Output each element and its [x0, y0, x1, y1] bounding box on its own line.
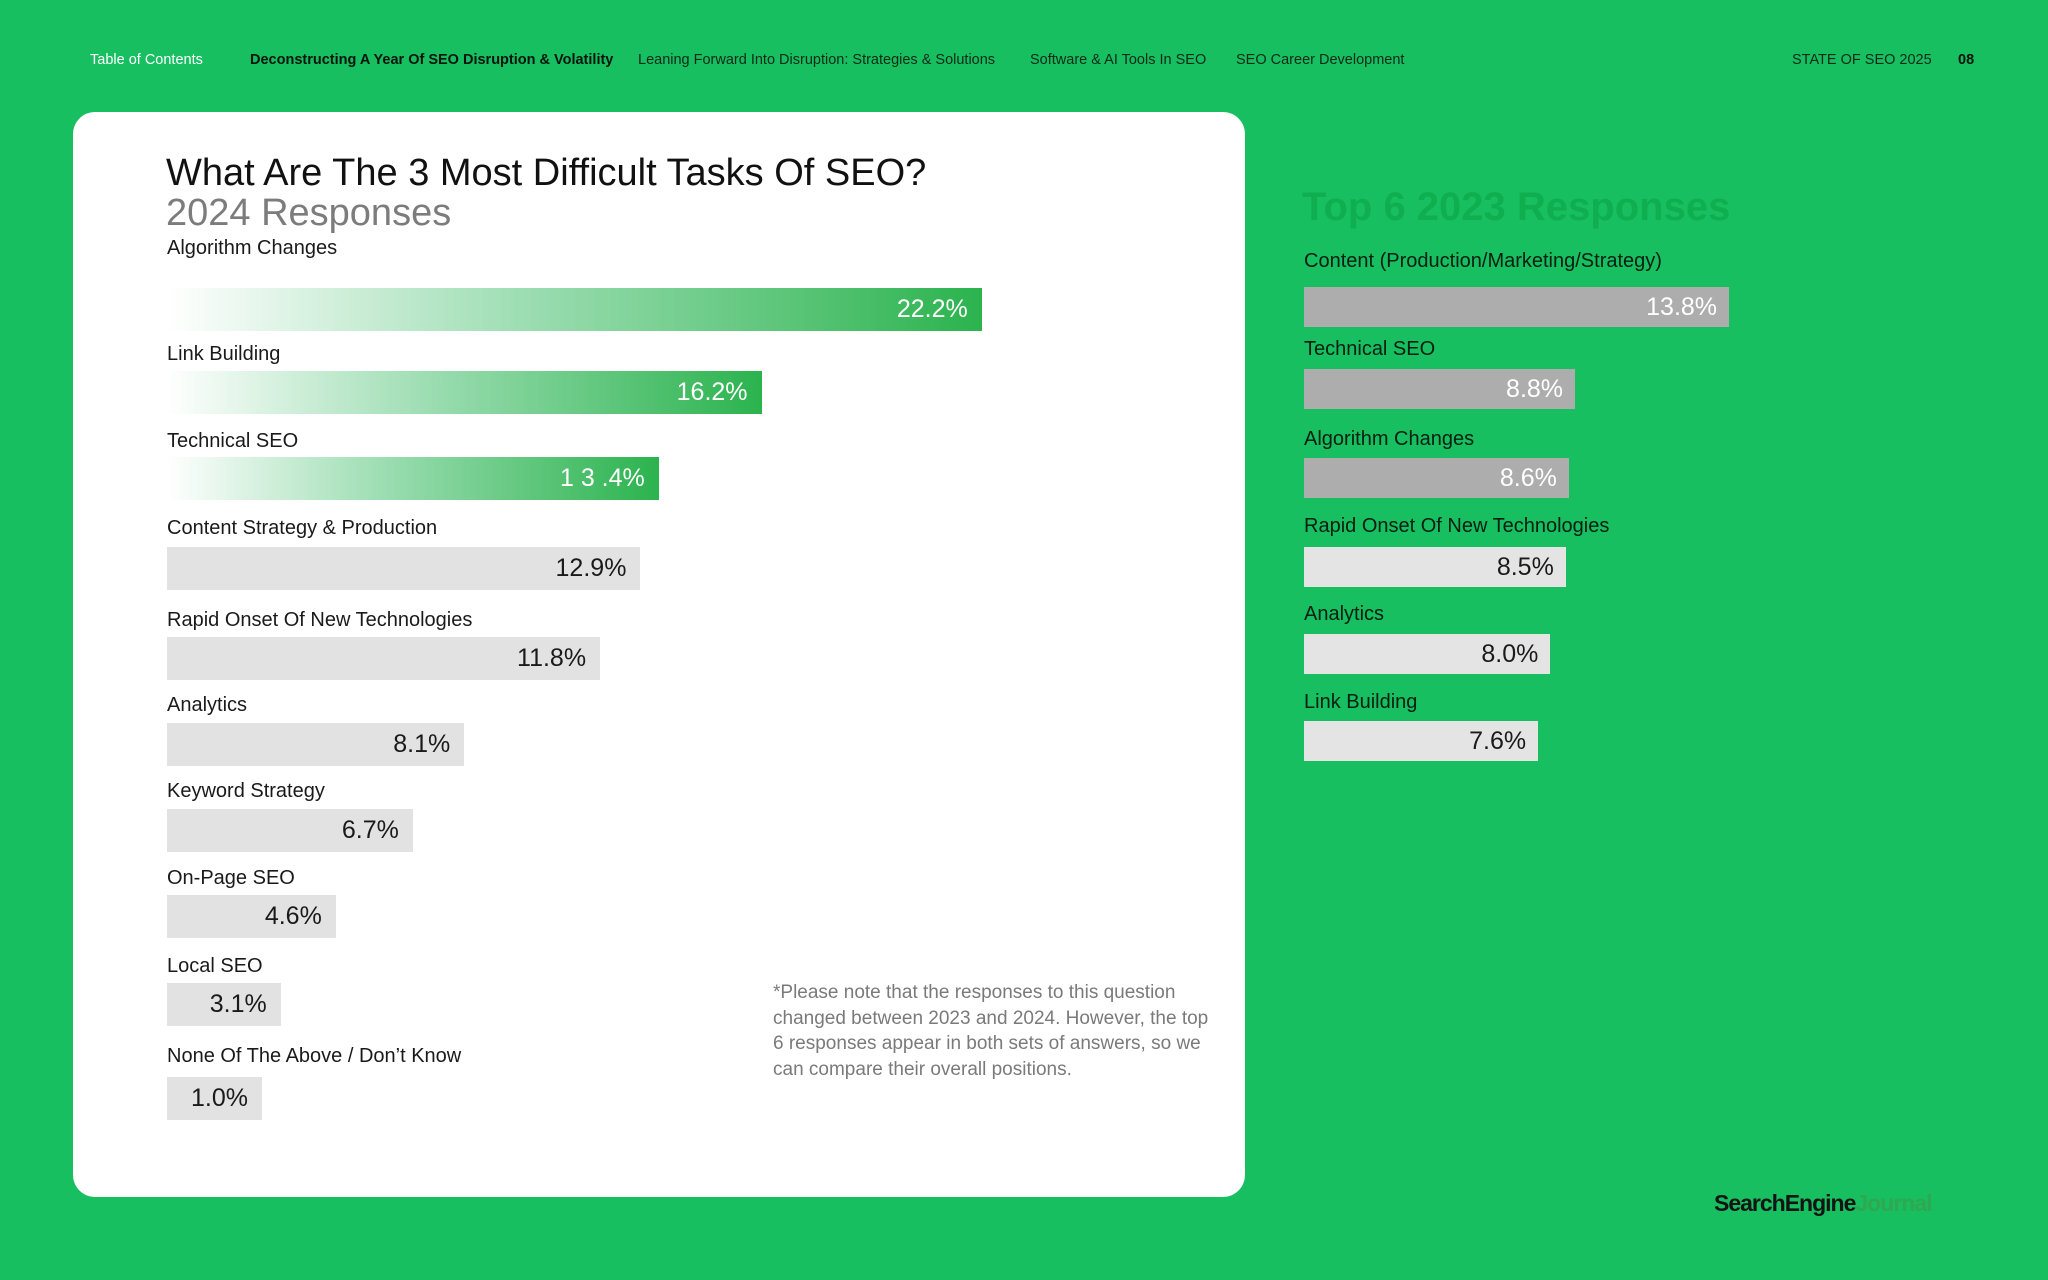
bar-value-label: 3.1%: [209, 990, 267, 1018]
bar-value-label: 7.6%: [1469, 727, 1527, 755]
bar-value-label: 8.5%: [1496, 553, 1554, 581]
bar: 8.8%: [1304, 369, 1576, 409]
bar-value-label: 13.8%: [1646, 293, 1718, 321]
bar-label: Rapid Onset Of New Technologies: [167, 609, 473, 631]
bar-value-label: 8.1%: [393, 730, 451, 758]
nav-link-4[interactable]: Software & AI Tools In SEO: [1030, 52, 1207, 68]
bar: 8.1%: [167, 723, 465, 766]
bar-label: On-Page SEO: [167, 867, 295, 889]
bar-value-label: 12.9%: [555, 554, 627, 582]
report-name: STATE OF SEO 2025: [1792, 52, 1932, 68]
bar-value-label: 8.6%: [1499, 464, 1557, 492]
logo-text-search-engine: SearchEngine: [1714, 1190, 1856, 1216]
chart-subtitle: 2024 Responses: [166, 192, 452, 234]
bar-value-label: 1.0%: [191, 1084, 248, 1112]
bar: 3.1%: [167, 983, 281, 1026]
bar-label: Content Strategy & Production: [167, 517, 438, 539]
bar: 11.8%: [167, 637, 601, 680]
bar-label: Algorithm Changes: [167, 237, 338, 259]
bar-value-label: 16.2%: [676, 378, 748, 406]
bar-label: Analytics: [167, 694, 248, 716]
bar-label: Local SEO: [167, 955, 263, 977]
bar: 4.6%: [167, 895, 336, 938]
bar: 22.2%: [167, 288, 982, 331]
nav-link-5[interactable]: SEO Career Development: [1236, 52, 1405, 68]
right-panel-title: Top 6 2023 Responses: [1302, 185, 1731, 229]
top-navigation: Table of Contents Deconstructing A Year O…: [90, 52, 1978, 72]
bar-value-label: 22.2%: [896, 295, 968, 323]
bar-label: Rapid Onset Of New Technologies: [1304, 515, 1610, 537]
bar-label: Link Building: [167, 343, 281, 365]
bar: 12.9%: [167, 547, 641, 590]
bar-label: Link Building: [1304, 691, 1418, 713]
bar-value-label: 11.8%: [517, 644, 587, 672]
bar: 1.0%: [167, 1077, 262, 1120]
bar-value-label: 8.8%: [1506, 375, 1564, 403]
bar-label: Technical SEO: [167, 430, 299, 452]
logo-text-journal: Journal: [1855, 1190, 1932, 1216]
nav-link-2[interactable]: Deconstructing A Year Of SEO Disruption …: [250, 52, 614, 68]
bar: 8.6%: [1304, 458, 1569, 498]
page-number: 08: [1958, 52, 1975, 68]
bar: 1 3 .4%: [167, 457, 659, 500]
bar-label: Technical SEO: [1304, 338, 1436, 360]
bar-value-label: 4.6%: [264, 902, 322, 930]
bar: 6.7%: [167, 809, 413, 852]
bar-label: Analytics: [1304, 603, 1385, 625]
bar-label: None Of The Above / Don’t Know: [167, 1045, 462, 1067]
bar: 13.8%: [1304, 287, 1730, 327]
bar: 8.5%: [1304, 547, 1566, 587]
bar: 8.0%: [1304, 634, 1551, 674]
search-engine-journal-logo: SearchEngineJournal: [1714, 1190, 1932, 1217]
bar: 16.2%: [167, 371, 762, 414]
bar-value-label: 6.7%: [341, 816, 399, 844]
bar-value-label: 1 3 .4%: [559, 464, 645, 492]
nav-link-1[interactable]: Table of Contents: [90, 52, 203, 68]
bar: 7.6%: [1304, 721, 1539, 761]
footnote: *Please note that the responses to this …: [773, 982, 1209, 1080]
bar-label: Keyword Strategy: [167, 780, 325, 802]
chart-card: What Are The 3 Most Difficult Tasks Of S…: [73, 112, 1245, 1197]
bar-value-label: 8.0%: [1481, 640, 1539, 668]
bar-label: Algorithm Changes: [1304, 428, 1475, 450]
chart-title: What Are The 3 Most Difficult Tasks Of S…: [166, 152, 927, 194]
bar-label: Content (Production/Marketing/Strategy): [1304, 250, 1662, 272]
nav-link-3[interactable]: Leaning Forward Into Disruption: Strateg…: [638, 52, 996, 68]
